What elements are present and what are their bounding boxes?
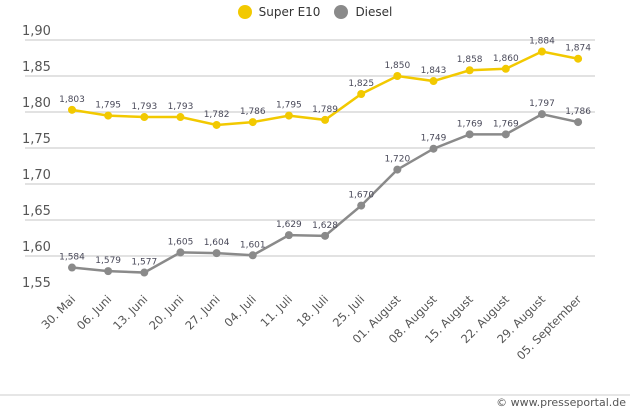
legend-label: Diesel [355,5,393,19]
data-label: 1,605 [168,237,194,247]
series-line [71,112,579,274]
x-tick-label: 13. Juni [110,292,150,332]
data-label: 1,803 [59,95,85,105]
x-tick-label: 18. Juli [294,292,331,329]
data-label: 1,793 [168,102,194,112]
data-point [393,72,402,80]
x-tick-label: 05. September [514,292,585,363]
data-point [574,54,583,63]
data-label: 1,858 [457,55,483,65]
data-label: 1,797 [529,99,555,109]
data-label: 1,629 [276,220,302,230]
data-point [537,110,546,119]
data-point [140,113,149,122]
data-point [429,77,438,86]
data-point [321,231,330,240]
data-label: 1,884 [529,37,555,47]
data-label: 1,795 [95,101,121,111]
legend: Super E10 Diesel [0,5,630,19]
data-label: 1,793 [131,102,157,112]
y-tick-label: 1,60 [22,240,51,255]
data-point [176,248,185,257]
data-point [465,130,474,139]
y-tick-label: 1,85 [22,60,51,75]
data-point [212,249,221,258]
x-tick-label: 06. Juni [74,292,114,332]
data-point [140,268,149,277]
data-point [284,231,293,240]
data-label: 1,786 [240,107,266,117]
y-tick-label: 1,70 [22,168,51,183]
data-label: 1,604 [204,238,230,248]
legend-item-super-e10: Super E10 [237,5,321,19]
data-point [537,47,546,56]
y-tick-label: 1,75 [22,132,51,147]
data-point [68,263,76,272]
data-point [104,267,113,276]
data-point [501,130,510,139]
data-label: 1,825 [348,79,374,89]
data-label: 1,769 [457,119,483,129]
y-tick-label: 1,65 [22,204,51,219]
data-label: 1,601 [240,240,266,250]
data-point [465,66,474,75]
data-point [574,118,583,127]
data-label: 1,782 [204,110,230,120]
x-tick-label: 11. Juli [258,292,295,329]
data-label: 1,843 [421,66,447,76]
data-point [429,144,438,153]
data-label: 1,850 [384,61,410,71]
y-tick-label: 1,90 [22,24,51,39]
data-point [248,251,257,260]
data-point [357,201,366,210]
data-label: 1,670 [348,191,374,201]
credit-text: © www.presseportal.de [496,396,626,409]
x-tick-label: 30. Mai [38,292,78,332]
y-tick-label: 1,55 [22,276,51,291]
data-point [393,165,402,174]
data-point [321,115,330,124]
data-label: 1,577 [131,258,157,268]
data-point [212,120,221,129]
data-point [104,111,113,120]
data-label: 1,749 [421,134,447,144]
data-point [176,113,185,122]
data-point [284,111,293,120]
data-label: 1,628 [312,221,338,231]
x-tick-label: 20. Juni [146,292,186,332]
legend-swatch-diesel [334,5,349,19]
data-point [501,64,510,73]
y-tick-label: 1,80 [22,96,51,111]
legend-label: Super E10 [258,5,321,19]
data-label: 1,786 [565,107,591,117]
data-label: 1,720 [384,155,410,165]
legend-swatch-super-e10 [237,5,252,19]
data-label: 1,579 [95,256,121,266]
data-label: 1,860 [493,54,519,64]
data-point [68,105,76,114]
data-label: 1,789 [312,105,338,115]
data-point [357,90,366,98]
data-label: 1,769 [493,119,519,129]
data-label: 1,584 [59,253,85,263]
data-label: 1,795 [276,101,302,111]
data-point [248,118,257,127]
data-label: 1,874 [565,44,591,54]
legend-item-diesel: Diesel [334,5,392,19]
x-tick-label: 04. Juli [221,292,258,329]
x-tick-label: 27. Juni [182,292,222,332]
